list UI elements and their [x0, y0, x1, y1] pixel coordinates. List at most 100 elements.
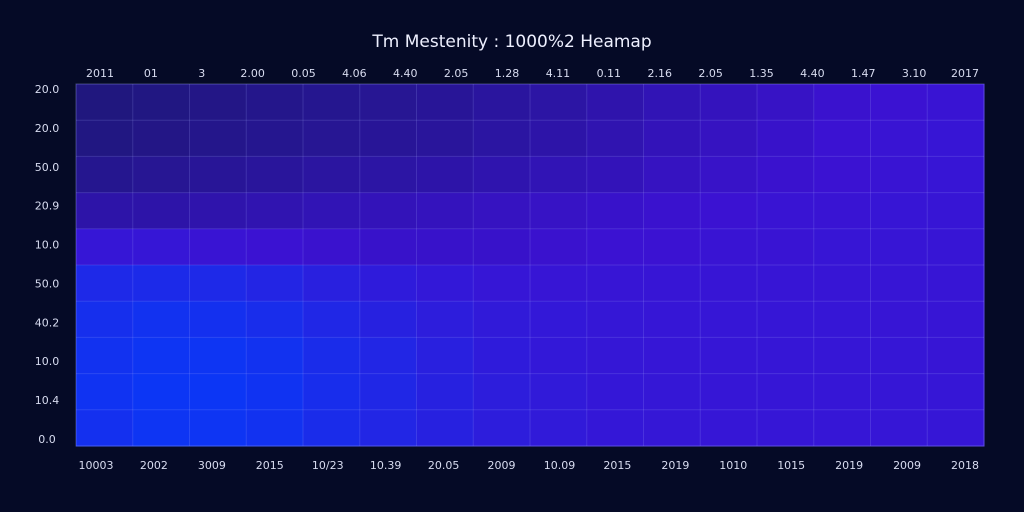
heatmap-cell	[927, 156, 985, 194]
heatmap-cell	[359, 228, 417, 266]
heatmap-cell	[813, 337, 871, 375]
heatmap-cell	[189, 192, 247, 230]
heatmap-cell	[132, 192, 190, 230]
heatmap-cell	[586, 84, 644, 121]
heatmap-cell	[927, 192, 985, 230]
heatmap-cell	[416, 192, 474, 230]
heatmap-cell	[643, 301, 701, 338]
heatmap-cell	[189, 156, 247, 194]
x-tick-label: 1015	[777, 459, 805, 472]
heatmap-cell	[76, 265, 134, 302]
heatmap-cell	[246, 156, 304, 194]
heatmap-cell	[700, 84, 758, 121]
heatmap-cell	[132, 409, 190, 447]
heatmap-cell	[189, 337, 247, 375]
heatmap-cell	[927, 265, 985, 302]
heatmap-cell	[189, 373, 247, 411]
top-tick-label: 0.11	[597, 67, 622, 80]
heatmap-cell	[303, 373, 361, 411]
heatmap-cell	[586, 156, 644, 194]
heatmap-cell	[473, 373, 531, 411]
heatmap-cell	[473, 156, 531, 194]
top-tick-label: 2017	[951, 67, 979, 80]
heatmap-cell	[473, 84, 531, 121]
heatmap-cell	[757, 84, 815, 121]
top-tick-label: 1.47	[851, 67, 876, 80]
heatmap-cell	[927, 228, 985, 266]
heatmap-cell	[530, 120, 588, 157]
heatmap-cell	[870, 192, 928, 230]
heatmap-cell	[132, 120, 190, 157]
x-tick-label: 2018	[951, 459, 979, 472]
top-tick-label: 3	[198, 67, 205, 80]
heatmap-cell	[643, 373, 701, 411]
heatmap-cell	[359, 156, 417, 194]
top-tick-label: 3.10	[902, 67, 927, 80]
heatmap-cell	[246, 120, 304, 157]
top-tick-label: 1.28	[495, 67, 520, 80]
top-tick-label: 4.40	[800, 67, 825, 80]
heatmap-cell	[76, 409, 134, 447]
top-tick-label: 4.40	[393, 67, 418, 80]
y-tick-label: 0.0	[38, 433, 56, 446]
heatmap-cell	[530, 228, 588, 266]
heatmap-cell	[586, 228, 644, 266]
heatmap-cell	[473, 228, 531, 266]
heatmap-cell	[359, 301, 417, 338]
heatmap-cell	[473, 265, 531, 302]
heatmap-cell	[870, 156, 928, 194]
heatmap-cell	[189, 301, 247, 338]
heatmap-cell	[246, 265, 304, 302]
y-tick-label: 20.0	[35, 83, 60, 96]
heatmap-cell	[530, 373, 588, 411]
heatmap-cell	[246, 301, 304, 338]
heatmap-cell	[586, 192, 644, 230]
heatmap-cell	[473, 301, 531, 338]
heatmap-cell	[416, 301, 474, 338]
heatmap-cell	[757, 156, 815, 194]
x-tick-label: 2019	[661, 459, 689, 472]
heatmap-cell	[76, 228, 134, 266]
heatmap-cell	[586, 265, 644, 302]
heatmap-cell	[530, 301, 588, 338]
heatmap-cell	[757, 228, 815, 266]
heatmap-cell	[700, 301, 758, 338]
heatmap-cell	[700, 192, 758, 230]
heatmap-cell	[813, 120, 871, 157]
heatmap-cell	[586, 373, 644, 411]
heatmap-cell	[189, 265, 247, 302]
x-tick-label: 10003	[79, 459, 114, 472]
heatmap-cell	[870, 84, 928, 121]
heatmap-cell	[132, 228, 190, 266]
heatmap-cell	[927, 301, 985, 338]
top-tick-label: 01	[144, 67, 158, 80]
heatmap-cell	[530, 337, 588, 375]
heatmap-cell	[359, 409, 417, 447]
heatmap-cell	[473, 337, 531, 375]
heatmap-cell	[132, 301, 190, 338]
x-tick-label: 2009	[488, 459, 516, 472]
y-tick-label: 40.2	[35, 316, 60, 329]
y-tick-label: 20.0	[35, 122, 60, 135]
heatmap-cell	[246, 192, 304, 230]
heatmap-cell	[132, 265, 190, 302]
heatmap-cell	[700, 228, 758, 266]
top-tick-label: 2.05	[444, 67, 469, 80]
heatmap-cell	[189, 409, 247, 447]
heatmap-cell	[76, 301, 134, 338]
heatmap-cell	[76, 373, 134, 411]
heatmap-cell	[870, 265, 928, 302]
heatmap-cell	[473, 120, 531, 157]
heatmap-cell	[870, 301, 928, 338]
heatmap-cell	[643, 337, 701, 375]
heatmap-cell	[303, 301, 361, 338]
x-tick-label: 20.05	[428, 459, 460, 472]
heatmap-cell	[416, 84, 474, 121]
heatmap-cell	[359, 120, 417, 157]
y-tick-label: 50.0	[35, 277, 60, 290]
heatmap-cell	[132, 337, 190, 375]
plot-border	[75, 83, 985, 447]
heatmap-cell	[76, 192, 134, 230]
